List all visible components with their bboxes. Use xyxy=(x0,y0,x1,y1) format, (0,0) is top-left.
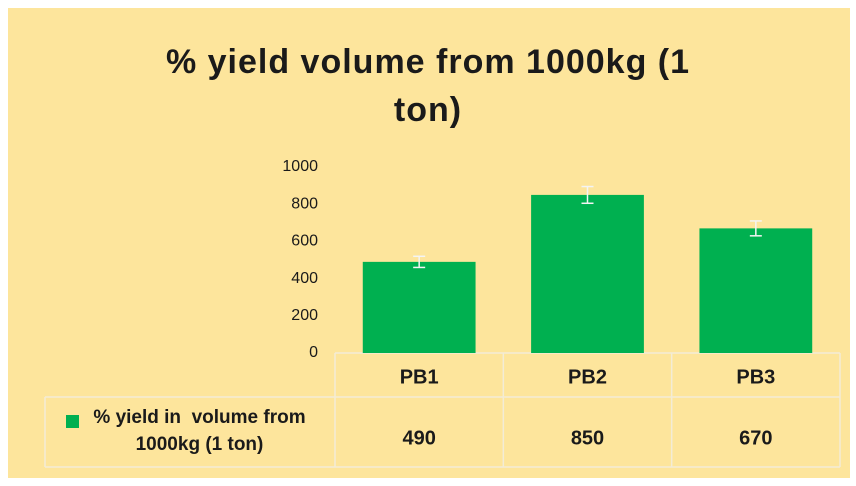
bar xyxy=(531,194,644,353)
table-value: 850 xyxy=(571,427,604,449)
bar xyxy=(362,261,476,353)
legend-label: % yield in volume from 1000kg (1 ton) xyxy=(93,407,311,455)
y-tick-label: 1000 xyxy=(282,158,318,175)
x-tick-label: PB1 xyxy=(400,366,439,388)
legend-key xyxy=(66,415,79,428)
chart-title: % yield volume from 1000kg (1 ton) xyxy=(165,43,691,129)
table-value: 490 xyxy=(402,427,435,449)
bar xyxy=(699,228,813,353)
y-tick-label: 800 xyxy=(291,195,318,212)
x-tick-label: PB3 xyxy=(736,366,775,388)
y-tick-label: 200 xyxy=(291,307,318,324)
y-tick-label: 600 xyxy=(291,233,318,250)
y-tick-label: 0 xyxy=(309,344,318,361)
x-tick-label: PB2 xyxy=(568,366,607,388)
table-value: 670 xyxy=(739,427,772,449)
y-tick-label: 400 xyxy=(291,270,318,287)
